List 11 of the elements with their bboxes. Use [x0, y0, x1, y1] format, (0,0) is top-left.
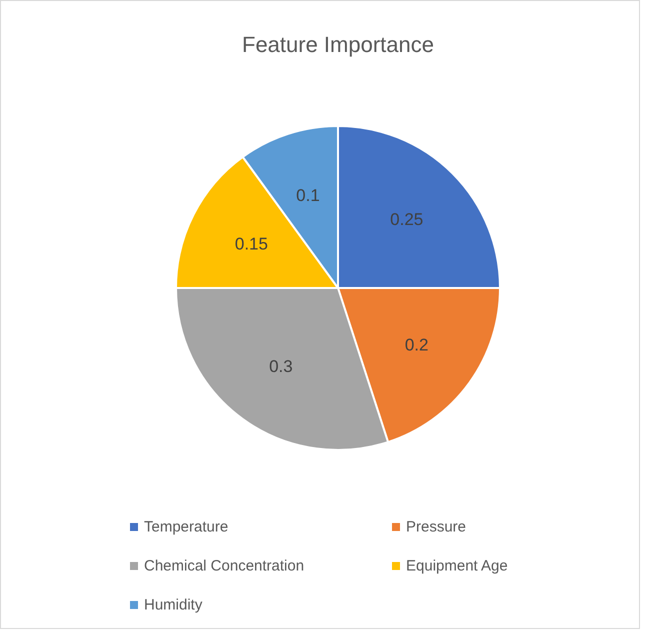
- legend-label: Equipment Age: [406, 558, 508, 574]
- data-label: 0.3: [269, 357, 293, 376]
- data-label: 0.15: [234, 234, 268, 254]
- chart-title: Feature Importance: [242, 32, 434, 57]
- legend-label: Humidity: [144, 596, 203, 614]
- data-label: 0.1: [296, 186, 320, 206]
- legend-label: Pressure: [406, 518, 466, 536]
- data-label: 0.2: [404, 336, 428, 355]
- data-label: 0.25: [390, 210, 424, 229]
- legend-label: Temperature: [144, 518, 228, 536]
- legend-label: Chemical Concentration: [144, 558, 304, 574]
